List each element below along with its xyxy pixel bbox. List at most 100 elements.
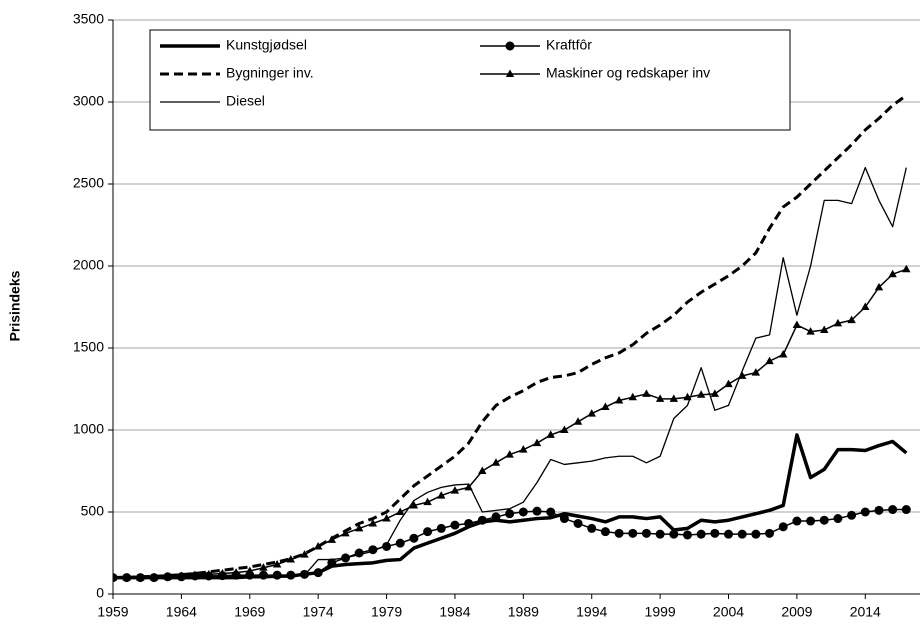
marker: [601, 402, 610, 411]
marker: [327, 535, 337, 543]
marker: [218, 569, 227, 577]
x-tick-label: 1989: [508, 604, 539, 620]
marker: [505, 69, 515, 77]
marker: [751, 368, 761, 376]
y-tick-label: 3000: [73, 93, 104, 109]
marker: [614, 528, 624, 538]
marker: [847, 510, 857, 520]
marker: [437, 491, 446, 499]
x-tick-label: 2004: [713, 604, 744, 620]
marker: [259, 563, 268, 571]
legend-label: Bygninger inv.: [226, 65, 314, 81]
marker: [491, 458, 501, 466]
marker: [532, 506, 542, 516]
marker: [806, 327, 815, 335]
marker: [669, 529, 679, 539]
y-tick-label: 3500: [73, 11, 104, 27]
marker: [779, 350, 788, 358]
marker: [272, 570, 282, 580]
marker: [518, 507, 528, 517]
marker: [245, 566, 254, 575]
marker: [272, 559, 282, 568]
marker: [573, 518, 583, 528]
marker: [505, 41, 515, 51]
marker: [628, 392, 637, 401]
legend-label: Kraftfôr: [546, 37, 592, 53]
y-tick-label: 500: [81, 503, 105, 519]
series-line: [113, 508, 907, 579]
marker: [149, 572, 159, 581]
marker: [519, 445, 528, 453]
marker: [464, 518, 474, 528]
marker: [628, 528, 638, 538]
y-axis-label: Prisindeks: [7, 270, 23, 341]
marker: [313, 568, 323, 578]
marker: [820, 325, 829, 333]
marker: [423, 527, 433, 537]
marker: [491, 512, 501, 522]
marker: [382, 541, 392, 551]
x-tick-label: 1959: [97, 604, 128, 620]
y-tick-label: 1500: [73, 339, 104, 355]
marker: [409, 533, 419, 543]
marker: [888, 505, 898, 515]
marker: [642, 389, 651, 397]
marker: [231, 568, 241, 576]
marker: [354, 548, 364, 558]
marker: [765, 356, 774, 365]
marker: [436, 523, 446, 533]
marker: [587, 409, 596, 417]
marker: [860, 507, 870, 517]
marker: [355, 523, 364, 532]
marker: [532, 438, 542, 447]
marker: [258, 570, 268, 580]
marker: [655, 394, 665, 402]
marker: [902, 264, 911, 273]
marker: [710, 528, 720, 538]
marker: [682, 530, 692, 540]
series-line: [113, 94, 908, 580]
marker: [792, 516, 802, 526]
marker: [587, 523, 597, 533]
marker: [546, 507, 556, 517]
legend-label: Kunstgjødsel: [226, 37, 307, 53]
marker: [450, 486, 460, 494]
marker: [313, 541, 323, 550]
marker: [669, 394, 678, 402]
marker: [327, 558, 337, 568]
x-tick-label: 1979: [371, 604, 402, 620]
marker: [396, 507, 405, 515]
marker: [655, 529, 665, 539]
marker: [409, 500, 419, 509]
marker: [559, 514, 569, 524]
marker: [190, 570, 200, 579]
marker: [696, 529, 706, 539]
x-tick-label: 1994: [576, 604, 607, 620]
x-tick-label: 1999: [645, 604, 676, 620]
marker: [368, 518, 378, 527]
legend-box: [149, 29, 791, 131]
marker: [204, 569, 213, 578]
y-tick-label: 2500: [73, 175, 104, 191]
marker: [888, 269, 897, 278]
marker: [573, 417, 583, 425]
x-tick-label: 1964: [166, 604, 197, 620]
marker: [286, 570, 296, 580]
legend-label: Maskiner og redskaper inv: [546, 65, 710, 81]
marker: [724, 529, 734, 539]
legend-label: Diesel: [226, 93, 265, 109]
marker: [874, 505, 884, 515]
marker: [696, 390, 706, 398]
marker: [450, 520, 460, 530]
marker: [505, 450, 514, 458]
marker: [778, 522, 788, 532]
marker: [382, 514, 391, 522]
marker: [901, 505, 911, 515]
series-line: [113, 268, 907, 579]
marker: [641, 528, 651, 538]
marker: [724, 379, 733, 388]
marker: [847, 315, 856, 324]
marker: [505, 509, 515, 519]
marker: [833, 318, 843, 327]
